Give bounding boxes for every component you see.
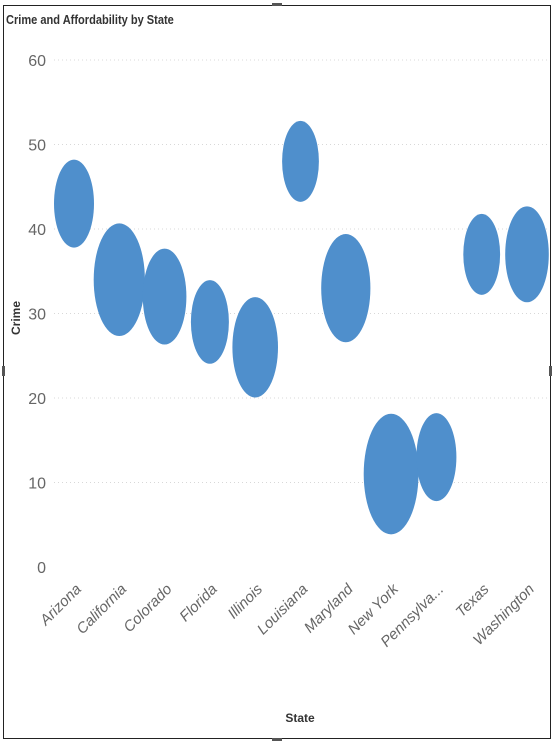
y-tick-label: 60: [28, 53, 46, 70]
chart-title: Crime and Affordability by State: [6, 12, 174, 27]
y-tick-label: 50: [28, 138, 46, 155]
bubble-maryland[interactable]: [321, 234, 371, 343]
y-axis-title: Crime: [9, 301, 23, 335]
bubble-new-york[interactable]: [363, 413, 419, 535]
resize-handle-bottom[interactable]: [272, 738, 282, 741]
chart-visual[interactable]: [3, 5, 551, 739]
x-tick-label: California: [73, 581, 130, 638]
bubble-louisiana[interactable]: [282, 120, 319, 202]
y-tick-label: 30: [28, 307, 46, 324]
x-tick-label: Florida: [176, 581, 220, 625]
bubble-illinois[interactable]: [232, 297, 278, 398]
bubble-washington[interactable]: [505, 206, 549, 303]
resize-handle-top[interactable]: [272, 3, 282, 6]
x-axis-title: State: [285, 711, 315, 725]
x-tick-label: Colorado: [120, 581, 175, 636]
resize-handle-right[interactable]: [549, 366, 552, 376]
bubble-florida[interactable]: [190, 280, 229, 364]
y-tick-label: 20: [28, 391, 46, 408]
bubble-arizona[interactable]: [54, 159, 94, 248]
bubble-california[interactable]: [93, 223, 145, 337]
resize-handle-left[interactable]: [2, 366, 5, 376]
y-tick-label: 10: [28, 476, 46, 493]
bubble-texas[interactable]: [463, 213, 501, 295]
y-tick-label: 0: [37, 560, 46, 577]
bubble-colorado[interactable]: [142, 248, 187, 345]
bubble-pennsylva[interactable]: [416, 413, 457, 502]
x-tick-label: Texas: [453, 580, 493, 620]
y-tick-label: 40: [28, 222, 46, 239]
x-tick-label: Illinois: [225, 580, 267, 622]
